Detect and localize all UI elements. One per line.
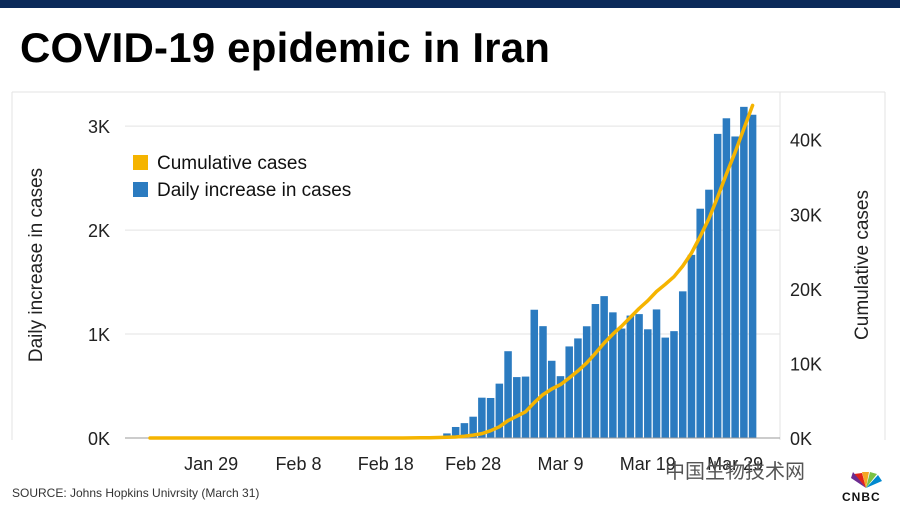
bar	[696, 208, 704, 438]
bar	[705, 189, 713, 438]
axes: 0K 1K 2K 3K 0K 10K 20K 30K 40K Daily increase in …	[26, 117, 873, 474]
bar	[574, 338, 582, 438]
y2-tick-label: 40K	[790, 131, 822, 151]
bar	[600, 296, 608, 438]
x-tick-label: Mar 29	[707, 454, 763, 474]
bar	[556, 376, 565, 438]
bar	[687, 254, 696, 438]
y2-tick-label: 10K	[790, 354, 822, 374]
bar	[478, 397, 486, 438]
bar	[539, 326, 547, 438]
cnbc-logo-text: CNBC	[842, 490, 881, 504]
source-note: SOURCE: Johns Hopkins Univrsity (March 3…	[12, 486, 260, 500]
bar	[521, 376, 530, 438]
legend-label: Daily increase in cases	[157, 180, 351, 201]
top-accent-bar	[0, 0, 900, 8]
bar	[504, 351, 512, 438]
y-tick-label: 1K	[88, 325, 110, 345]
x-tick-label: Feb 28	[445, 454, 501, 474]
bar	[486, 397, 495, 438]
bar	[661, 337, 670, 438]
bar	[460, 423, 469, 438]
bar	[451, 426, 460, 438]
y-axis-label: Daily increase in cases	[26, 168, 47, 362]
bar	[513, 377, 521, 438]
bar	[731, 136, 739, 439]
bar	[591, 304, 600, 438]
legend-label: Cumulative cases	[157, 153, 307, 174]
bar	[609, 312, 617, 438]
bars	[390, 106, 757, 439]
y-tick-label: 0K	[88, 429, 110, 449]
x-tick-label: Mar 9	[537, 454, 583, 474]
legend: Cumulative cases Daily increase in cases	[133, 153, 351, 201]
bar	[748, 114, 757, 439]
bar	[722, 118, 731, 439]
bar	[626, 315, 635, 438]
bar	[565, 346, 573, 438]
bar	[713, 133, 722, 438]
cumulative-series-line	[148, 103, 755, 440]
gridlines	[11, 91, 886, 440]
bar	[644, 329, 652, 438]
x-tick-label: Feb 8	[275, 454, 321, 474]
bar	[678, 291, 687, 438]
bar	[670, 331, 678, 438]
watermark: 中国生物技术网	[665, 461, 805, 483]
bar	[635, 314, 643, 438]
bar	[530, 309, 539, 438]
bar	[582, 326, 591, 438]
bar	[652, 309, 661, 438]
cumulative-line	[148, 103, 755, 440]
x-tick-label: Feb 18	[358, 454, 414, 474]
legend-swatch	[133, 182, 148, 197]
y2-tick-label: 0K	[790, 429, 812, 449]
y-tick-label: 2K	[88, 221, 110, 241]
bar	[495, 383, 504, 438]
legend-swatch	[133, 155, 148, 170]
y-tick-label: 3K	[88, 117, 110, 137]
page-title: COVID-19 epidemic in Iran	[20, 24, 551, 71]
x-tick-label: Mar 19	[620, 454, 676, 474]
bar	[469, 416, 477, 438]
bar	[617, 328, 626, 438]
cnbc-peacock-icon	[851, 472, 882, 488]
bar	[547, 360, 556, 438]
y2-tick-label: 30K	[790, 205, 822, 225]
y2-axis-label: Cumulative cases	[852, 190, 873, 340]
bar	[740, 106, 748, 438]
x-tick-label: Jan 29	[184, 454, 238, 474]
y2-tick-label: 20K	[790, 280, 822, 300]
